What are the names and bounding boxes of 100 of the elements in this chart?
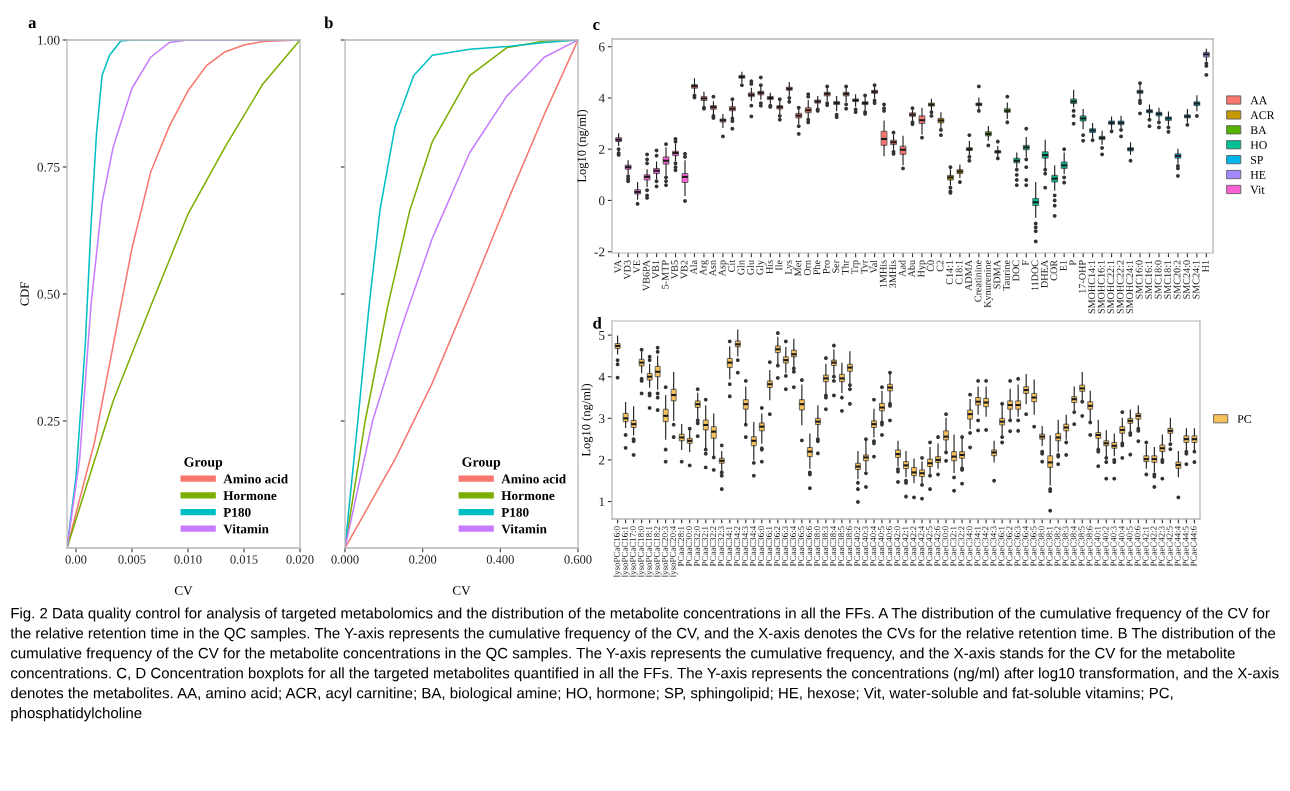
x-tick-label: C14:1 bbox=[946, 260, 953, 285]
x-tick-label: lysoPCaC18:1 bbox=[645, 526, 654, 578]
x-tick-label: PCaaC40:5 bbox=[878, 526, 885, 567]
x-tick-label: Thr bbox=[841, 260, 849, 275]
x-tick-label: Pro bbox=[822, 260, 830, 274]
legend-label: BA bbox=[1250, 126, 1267, 134]
x-tick-label: 17-OHP bbox=[1078, 260, 1086, 293]
x-tick-label: Taurine bbox=[1003, 260, 1010, 291]
x-tick-label: 0.010 bbox=[174, 555, 202, 564]
x-tick-label: Gly bbox=[756, 259, 766, 275]
legend-label: Vitamin bbox=[501, 524, 547, 534]
x-tick-label: VE bbox=[633, 260, 641, 274]
x-tick-label: PCaaC34:4 bbox=[750, 526, 757, 567]
y-axis-title: Log10 (ng/ml) bbox=[581, 383, 593, 457]
x-tick-label: PCaaC42:1 bbox=[902, 526, 909, 567]
x-tick-label: PCaaC42:5 bbox=[926, 526, 933, 567]
x-tick-label: lysoPCaC20:4 bbox=[669, 526, 678, 578]
chart-title: a bbox=[28, 20, 37, 29]
x-tick-label: Aad bbox=[898, 260, 906, 277]
x-tick-label: PCaeC38:6 bbox=[1086, 526, 1093, 567]
x-tick-label: PCaaC38:6 bbox=[846, 526, 853, 567]
chart-title: b bbox=[324, 16, 333, 29]
y-tick-label: 0.25 bbox=[37, 416, 60, 426]
x-tick-label: PCaeC38:3 bbox=[1062, 526, 1069, 567]
x-tick-label: SMOHC16:1 bbox=[1097, 260, 1105, 314]
x-tick-label: C18:1 bbox=[955, 260, 963, 285]
x-tick-label: 0.000 bbox=[331, 555, 359, 564]
x-tick-label: PCaeC40:3 bbox=[1110, 526, 1117, 567]
x-tick-label: lysoPCaC18:0 bbox=[637, 526, 646, 578]
x-tick-label: 0.200 bbox=[409, 555, 437, 564]
x-tick-label: VB5 bbox=[671, 260, 679, 279]
x-tick-label: DHEA bbox=[1040, 260, 1048, 288]
x-tick-label: Abu bbox=[907, 260, 916, 278]
x-tick-label: Glu bbox=[746, 260, 754, 275]
x-tick-label: lysoPCaC16:0 bbox=[613, 526, 622, 578]
x-tick-label: PCaeC30:0 bbox=[942, 526, 949, 567]
x-tick-label: PCaeC42:5 bbox=[1166, 526, 1173, 567]
x-tick-label: PCaaC42:4 bbox=[918, 526, 925, 567]
legend-label: SP bbox=[1251, 155, 1263, 164]
x-tick-label: Creatinine bbox=[974, 260, 982, 302]
y-tick-label: 4 bbox=[598, 93, 605, 103]
x-tick-label: C2 bbox=[936, 260, 944, 272]
legend-label: AA bbox=[1250, 96, 1268, 105]
x-tick-label: lysoPCaC20:3 bbox=[661, 526, 670, 578]
x-tick-label: SMC16:1 bbox=[1145, 260, 1153, 299]
x-tick-label: H1 bbox=[1202, 260, 1209, 273]
x-tick-label: PCaeC38:5 bbox=[1078, 526, 1085, 567]
x-axis-title: CV bbox=[174, 586, 193, 596]
x-tick-label: PCaeC38:4 bbox=[1070, 526, 1077, 567]
x-tick-label: PCaaC32:2 bbox=[709, 526, 716, 567]
x-tick-label: Ser bbox=[832, 260, 840, 273]
x-tick-label: Phe bbox=[813, 260, 821, 275]
x-tick-label: PCaeC42:2 bbox=[1150, 526, 1157, 567]
x-tick-label: 1MHis bbox=[879, 260, 887, 288]
x-tick-label: PCaeC40:6 bbox=[1134, 526, 1141, 567]
x-tick-label: PCaaC40:6 bbox=[886, 526, 893, 567]
x-tick-label: Cit bbox=[728, 260, 735, 272]
y-tick-label: 1 bbox=[599, 497, 605, 507]
x-tick-label: PCaeC34:1 bbox=[974, 526, 981, 567]
x-tick-label: SMOHC22:1 bbox=[1107, 260, 1115, 314]
y-tick-label: 2 bbox=[599, 455, 605, 465]
legend-label: PC bbox=[1237, 415, 1251, 423]
x-tick-label: PCaeC40:4 bbox=[1118, 526, 1125, 567]
x-tick-label: VB6PA bbox=[642, 260, 650, 292]
x-tick-label: VA bbox=[614, 260, 622, 274]
x-tick-label: Ala bbox=[689, 260, 698, 275]
x-tick-label: PCaaC34:1 bbox=[726, 526, 733, 567]
x-tick-label: PCaeC36:1 bbox=[998, 526, 1005, 567]
x-tick-label: SMC16:0 bbox=[1135, 260, 1143, 299]
y-tick-label: 5 bbox=[599, 331, 605, 340]
x-tick-label: Asn bbox=[709, 260, 716, 277]
x-tick-label: PCaaC38:0 bbox=[814, 526, 821, 567]
x-tick-label: PCaaC30:0 bbox=[685, 526, 692, 567]
x-tick-label: COR bbox=[1050, 259, 1058, 281]
x-tick-label: 0.600 bbox=[564, 555, 592, 564]
x-tick-label: PCaaC32:1 bbox=[701, 526, 708, 567]
x-tick-label: Gln bbox=[737, 260, 745, 275]
y-tick-label: 0.75 bbox=[37, 162, 60, 172]
x-tick-label: C0 bbox=[927, 260, 934, 272]
y-tick-label: 1.00 bbox=[38, 35, 60, 45]
x-tick-label: PCaaC40:3 bbox=[862, 526, 869, 567]
x-tick-label: PCaeC36:5 bbox=[1030, 526, 1037, 567]
caption: Fig. 2 Data quality control for analysis of targeted metabolomics and the distribution of the metabolite concentrations in all the FFs. A The distribution of the cumulative frequency of the CV for the relative retention time in the QC samples. The Y-axis represents the cumulative frequency of the CV, and the X-axis denotes the CVs for the relative retention time. B The distribution of the cumulative frequency of the CV for the metabolite concentrations in the QC samples. The Y-axis represents the cumulative frequency, and the X-axis stands for the CV for the metabolite concentrations. C, D Concentration boxplots for all the targeted metabolites quantified in all the FFs. The Y-axis represents the concentrations (ng/ml) after log10 transformation, and the X-axis denotes the metabolites. AA, amino acid; ACR, acyl carnitine; BA, biological amine; HO, hormone; SP, sphingolipid; HE, hexose; Vit, water-soluble and fat-soluble vitamins; PC, phosphatidylcholine bbox=[10, 607, 1279, 722]
x-tick-label: PCaaC38:3 bbox=[822, 526, 829, 567]
x-tick-label: PCaaC42:0 bbox=[894, 526, 901, 567]
x-tick-label: PCaeC44:5 bbox=[1182, 526, 1189, 567]
x-tick-label: PCaeC32:1 bbox=[950, 526, 957, 567]
x-tick-label: SDMA bbox=[993, 260, 1001, 289]
legend-label: ACR bbox=[1250, 111, 1275, 120]
x-tick-label: PCaeC38:2 bbox=[1054, 526, 1061, 567]
x-tick-label: PCaaC36:3 bbox=[782, 526, 789, 567]
x-tick-label: PCaeC42:1 bbox=[1142, 526, 1149, 567]
x-tick-label: PCaeC38:1 bbox=[1046, 526, 1053, 567]
x-tick-label: 0.015 bbox=[230, 555, 258, 564]
x-tick-label: PCaaC38:4 bbox=[830, 526, 837, 567]
x-tick-label: PCaeC38:0 bbox=[1038, 526, 1045, 567]
x-tick-label: PCaeC36:4 bbox=[1022, 526, 1029, 567]
legend-label: Hormone bbox=[501, 491, 555, 501]
x-tick-label: SMC24:0 bbox=[1183, 260, 1190, 299]
x-tick-label: Met bbox=[794, 260, 802, 276]
